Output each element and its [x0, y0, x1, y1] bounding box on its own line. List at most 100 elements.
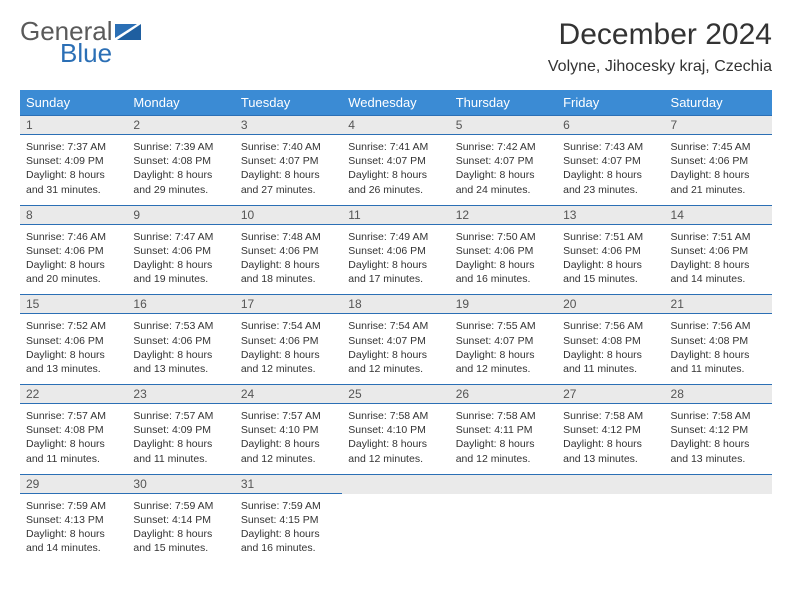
day-details: Sunrise: 7:56 AMSunset: 4:08 PMDaylight:…	[563, 317, 658, 376]
daylight-text: Daylight: 8 hours and 12 minutes.	[348, 348, 443, 376]
sunrise-text: Sunrise: 7:50 AM	[456, 230, 551, 244]
day-number	[450, 474, 557, 494]
day-details: Sunrise: 7:58 AMSunset: 4:12 PMDaylight:…	[563, 407, 658, 466]
calendar-day-cell: 6Sunrise: 7:43 AMSunset: 4:07 PMDaylight…	[557, 115, 664, 205]
daylight-text: Daylight: 8 hours and 13 minutes.	[26, 348, 121, 376]
day-details: Sunrise: 7:37 AMSunset: 4:09 PMDaylight:…	[26, 138, 121, 197]
sunset-text: Sunset: 4:08 PM	[671, 334, 766, 348]
daylight-text: Daylight: 8 hours and 21 minutes.	[671, 168, 766, 196]
daylight-text: Daylight: 8 hours and 11 minutes.	[563, 348, 658, 376]
calendar-day-cell: 24Sunrise: 7:57 AMSunset: 4:10 PMDayligh…	[235, 384, 342, 474]
daylight-text: Daylight: 8 hours and 18 minutes.	[241, 258, 336, 286]
sunrise-text: Sunrise: 7:58 AM	[456, 409, 551, 423]
sunrise-text: Sunrise: 7:57 AM	[26, 409, 121, 423]
day-number: 21	[665, 294, 772, 314]
sunrise-text: Sunrise: 7:52 AM	[26, 319, 121, 333]
calendar-day-cell: 1 Sunrise: 7:37 AMSunset: 4:09 PMDaylight…	[20, 115, 127, 205]
sunset-text: Sunset: 4:06 PM	[133, 244, 228, 258]
sunset-text: Sunset: 4:09 PM	[133, 423, 228, 437]
day-number: 4	[342, 115, 449, 135]
day-details: Sunrise: 7:42 AMSunset: 4:07 PMDaylight:…	[456, 138, 551, 197]
daylight-text: Daylight: 8 hours and 15 minutes.	[133, 527, 228, 555]
daylight-text: Daylight: 8 hours and 13 minutes.	[133, 348, 228, 376]
location-text: Volyne, Jihocesky kraj, Czechia	[548, 58, 772, 76]
sunset-text: Sunset: 4:06 PM	[348, 244, 443, 258]
day-number: 10	[235, 205, 342, 225]
logo-mark-icon	[115, 24, 143, 46]
weekday-header: Wednesday	[342, 90, 449, 115]
day-number: 2	[127, 115, 234, 135]
day-details: Sunrise: 7:49 AMSunset: 4:06 PMDaylight:…	[348, 228, 443, 287]
calendar-day-cell: 25 Sunrise: 7:58 AMSunset: 4:10 PMDayligh…	[342, 384, 449, 474]
month-title: December 2024	[548, 18, 772, 52]
calendar-day-cell: 19Sunrise: 7:55 AMSunset: 4:07 PMDayligh…	[450, 294, 557, 384]
calendar-day-cell: 18Sunrise: 7:54 AMSunset: 4:07 PMDayligh…	[342, 294, 449, 384]
calendar-day-cell: 5Sunrise: 7:42 AMSunset: 4:07 PMDaylight…	[450, 115, 557, 205]
sunset-text: Sunset: 4:06 PM	[241, 244, 336, 258]
day-number	[557, 474, 664, 494]
day-details: Sunrise: 7:58 AMSunset: 4:11 PMDaylight:…	[456, 407, 551, 466]
sunset-text: Sunset: 4:07 PM	[348, 334, 443, 348]
daylight-text: Daylight: 8 hours and 27 minutes.	[241, 168, 336, 196]
day-details: Sunrise: 7:58 AMSunset: 4:10 PMDaylight:…	[348, 407, 443, 466]
sunset-text: Sunset: 4:06 PM	[133, 334, 228, 348]
calendar-day-cell: 3 Sunrise: 7:40 AMSunset: 4:07 PMDaylight…	[235, 115, 342, 205]
day-number: 27	[557, 384, 664, 404]
day-details: Sunrise: 7:56 AMSunset: 4:08 PMDaylight:…	[671, 317, 766, 376]
day-details: Sunrise: 7:59 AMSunset: 4:14 PMDaylight:…	[133, 497, 228, 556]
day-number: 26	[450, 384, 557, 404]
day-details: Sunrise: 7:50 AMSunset: 4:06 PMDaylight:…	[456, 228, 551, 287]
day-details: Sunrise: 7:52 AMSunset: 4:06 PMDaylight:…	[26, 317, 121, 376]
day-details: Sunrise: 7:54 AMSunset: 4:07 PMDaylight:…	[348, 317, 443, 376]
sunset-text: Sunset: 4:09 PM	[26, 154, 121, 168]
day-number: 30	[127, 474, 234, 494]
day-number: 1	[20, 115, 127, 135]
daylight-text: Daylight: 8 hours and 12 minutes.	[241, 348, 336, 376]
day-number: 6	[557, 115, 664, 135]
calendar-header-row: Sunday Monday Tuesday Wednesday Thursday…	[20, 90, 772, 115]
day-number: 25	[342, 384, 449, 404]
sunrise-text: Sunrise: 7:51 AM	[563, 230, 658, 244]
daylight-text: Daylight: 8 hours and 31 minutes.	[26, 168, 121, 196]
sunrise-text: Sunrise: 7:48 AM	[241, 230, 336, 244]
day-details: Sunrise: 7:57 AMSunset: 4:10 PMDaylight:…	[241, 407, 336, 466]
day-details: Sunrise: 7:58 AMSunset: 4:12 PMDaylight:…	[671, 407, 766, 466]
sunrise-text: Sunrise: 7:45 AM	[671, 140, 766, 154]
sunrise-text: Sunrise: 7:47 AM	[133, 230, 228, 244]
calendar-day-cell: 11Sunrise: 7:49 AMSunset: 4:06 PMDayligh…	[342, 205, 449, 295]
calendar-day-cell	[450, 474, 557, 564]
calendar-day-cell: 31Sunrise: 7:59 AMSunset: 4:15 PMDayligh…	[235, 474, 342, 564]
sunrise-text: Sunrise: 7:37 AM	[26, 140, 121, 154]
weekday-header: Sunday	[20, 90, 127, 115]
sunset-text: Sunset: 4:12 PM	[563, 423, 658, 437]
calendar-day-cell: 23Sunrise: 7:57 AMSunset: 4:09 PMDayligh…	[127, 384, 234, 474]
sunrise-text: Sunrise: 7:41 AM	[348, 140, 443, 154]
sunrise-text: Sunrise: 7:55 AM	[456, 319, 551, 333]
sunset-text: Sunset: 4:13 PM	[26, 513, 121, 527]
calendar-day-cell	[342, 474, 449, 564]
weekday-header: Thursday	[450, 90, 557, 115]
sunset-text: Sunset: 4:07 PM	[241, 154, 336, 168]
daylight-text: Daylight: 8 hours and 12 minutes.	[241, 437, 336, 465]
day-details: Sunrise: 7:55 AMSunset: 4:07 PMDaylight:…	[456, 317, 551, 376]
day-number: 15	[20, 294, 127, 314]
day-details: Sunrise: 7:46 AMSunset: 4:06 PMDaylight:…	[26, 228, 121, 287]
sunset-text: Sunset: 4:06 PM	[241, 334, 336, 348]
sunset-text: Sunset: 4:07 PM	[348, 154, 443, 168]
sunrise-text: Sunrise: 7:58 AM	[671, 409, 766, 423]
sunset-text: Sunset: 4:06 PM	[671, 154, 766, 168]
day-details: Sunrise: 7:40 AMSunset: 4:07 PMDaylight:…	[241, 138, 336, 197]
day-number: 3	[235, 115, 342, 135]
calendar-day-cell	[557, 474, 664, 564]
calendar-day-cell: 27 Sunrise: 7:58 AMSunset: 4:12 PMDayligh…	[557, 384, 664, 474]
daylight-text: Daylight: 8 hours and 11 minutes.	[26, 437, 121, 465]
sunset-text: Sunset: 4:12 PM	[671, 423, 766, 437]
daylight-text: Daylight: 8 hours and 12 minutes.	[348, 437, 443, 465]
day-details: Sunrise: 7:45 AMSunset: 4:06 PMDaylight:…	[671, 138, 766, 197]
title-block: December 2024 Volyne, Jihocesky kraj, Cz…	[548, 18, 772, 76]
calendar-week-row: 8Sunrise: 7:46 AMSunset: 4:06 PMDaylight…	[20, 205, 772, 295]
calendar-table: Sunday Monday Tuesday Wednesday Thursday…	[20, 90, 772, 563]
calendar-day-cell: 26 Sunrise: 7:58 AMSunset: 4:11 PMDayligh…	[450, 384, 557, 474]
day-details: Sunrise: 7:41 AMSunset: 4:07 PMDaylight:…	[348, 138, 443, 197]
sunset-text: Sunset: 4:06 PM	[26, 244, 121, 258]
